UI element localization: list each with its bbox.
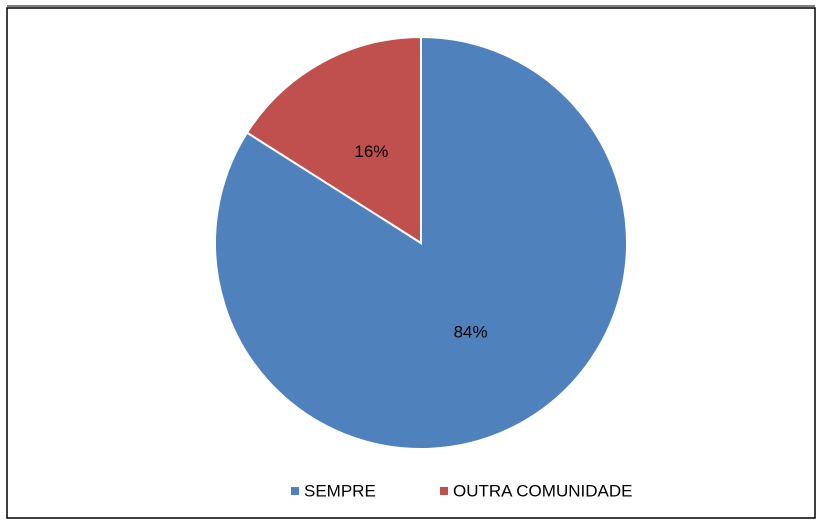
legend-label: SEMPRE [304, 481, 376, 500]
legend-label: OUTRA COMUNIDADE [453, 481, 632, 500]
data-label: 84% [454, 323, 488, 342]
legend-swatch [291, 487, 299, 495]
data-label: 16% [354, 142, 388, 161]
legend-swatch [440, 487, 448, 495]
pie-slice [245, 35, 422, 245]
